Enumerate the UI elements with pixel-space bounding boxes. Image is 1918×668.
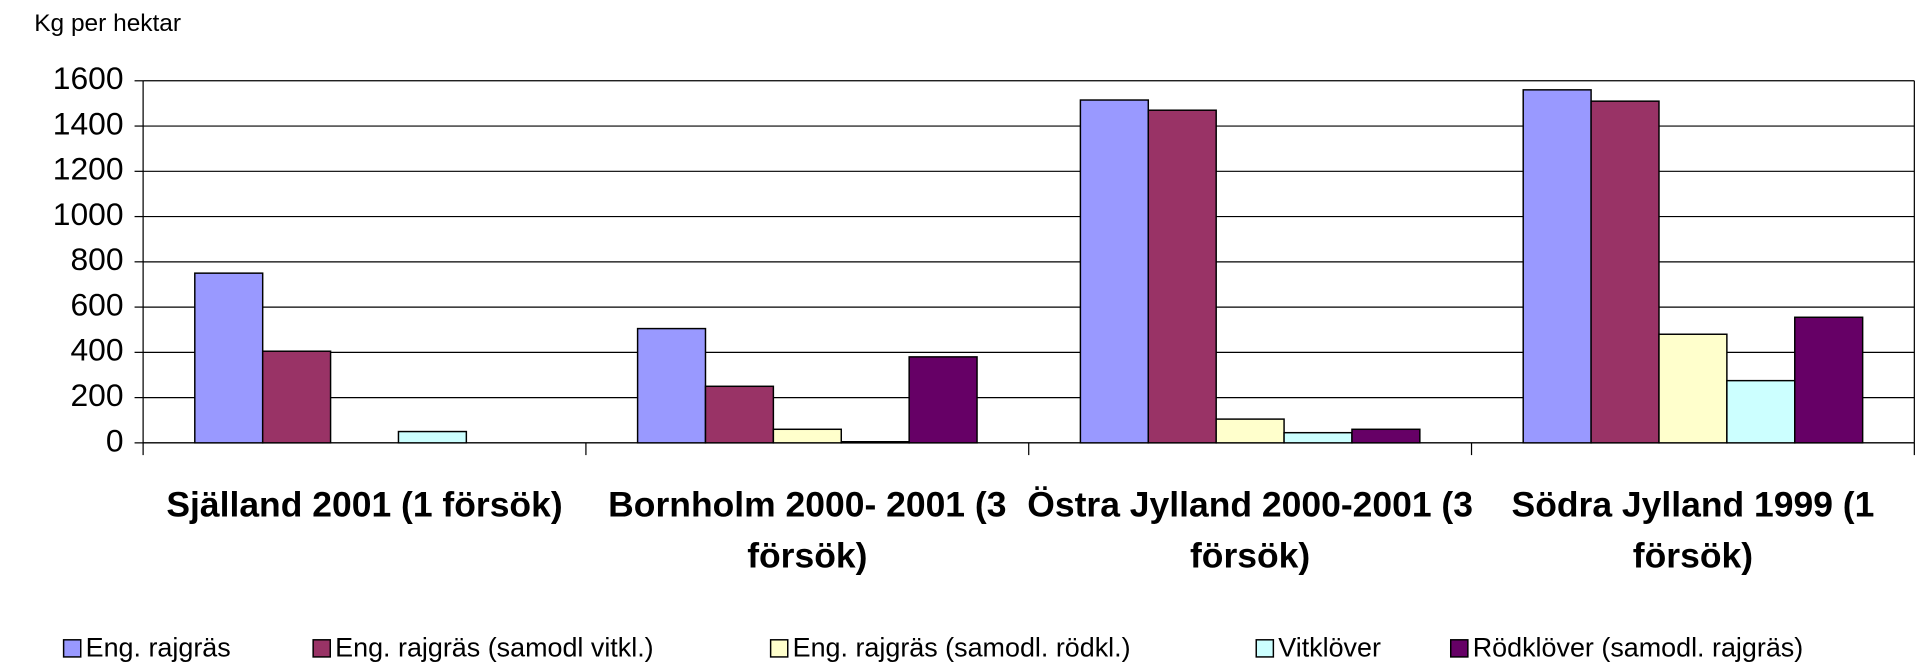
- bar: [397, 430, 468, 444]
- bar: [772, 428, 842, 444]
- bar: [1351, 428, 1421, 444]
- legend-label: Eng. rajgräs: [86, 633, 231, 663]
- x-tick-label-box: Södra Jylland 1999 (1 försök): [1511, 485, 1875, 577]
- y-tick-label: 800: [70, 241, 123, 277]
- x-tick-label: Södra Jylland 1999 (1 försök): [1511, 485, 1875, 577]
- legend-swatch: [312, 639, 332, 658]
- legend-label: Eng. rajgräs (samodl. rödkl.): [793, 633, 1131, 663]
- bar: [1283, 431, 1353, 444]
- bar: [704, 385, 775, 444]
- x-tick-label: Bornholm 2000- 2001 (3 försök): [608, 485, 1007, 577]
- legend-label: Vitklöver: [1278, 633, 1381, 663]
- x-tick-label-box: Östra Jylland 2000-2001 (3 försök): [1027, 485, 1473, 577]
- legend-swatch: [1449, 639, 1469, 658]
- bar: [1658, 333, 1728, 444]
- x-tick-label: Själland 2001 (1 försök): [166, 485, 563, 525]
- y-tick-label: 1400: [53, 105, 124, 141]
- legend-label: Eng. rajgräs (samodl vitkl.): [335, 633, 653, 663]
- bar: [636, 327, 707, 444]
- bar: [1215, 418, 1285, 444]
- bar: [1147, 109, 1217, 444]
- x-tick-label: Östra Jylland 2000-2001 (3 försök): [1027, 485, 1473, 577]
- y-tick-label: 600: [70, 286, 123, 322]
- y-tick-label: 400: [70, 332, 123, 368]
- bar: [840, 441, 910, 444]
- bar: [1726, 379, 1796, 444]
- y-tick-label: 1200: [53, 151, 124, 187]
- bar: [1794, 316, 1864, 444]
- legend-swatch: [62, 639, 82, 658]
- legend-label: Rödklöver (samodl. rajgräs): [1473, 633, 1803, 663]
- y-tick-label: 1000: [53, 196, 124, 232]
- x-tick-label-box: Själland 2001 (1 försök): [166, 485, 563, 525]
- bar: [1522, 89, 1592, 444]
- y-tick-label: 200: [70, 377, 123, 413]
- bar: [261, 350, 332, 444]
- x-tick-label-box: Bornholm 2000- 2001 (3 försök): [608, 485, 1007, 577]
- bar: [194, 272, 264, 444]
- legend-swatch: [769, 639, 789, 658]
- bar: [908, 356, 978, 444]
- legend-swatch: [1255, 639, 1275, 658]
- bar: [1590, 100, 1660, 444]
- y-tick-label: 1600: [53, 60, 124, 96]
- y-tick-label: 0: [106, 422, 124, 458]
- bar: [1079, 99, 1150, 444]
- y-axis-label: Kg per hektar: [34, 10, 181, 37]
